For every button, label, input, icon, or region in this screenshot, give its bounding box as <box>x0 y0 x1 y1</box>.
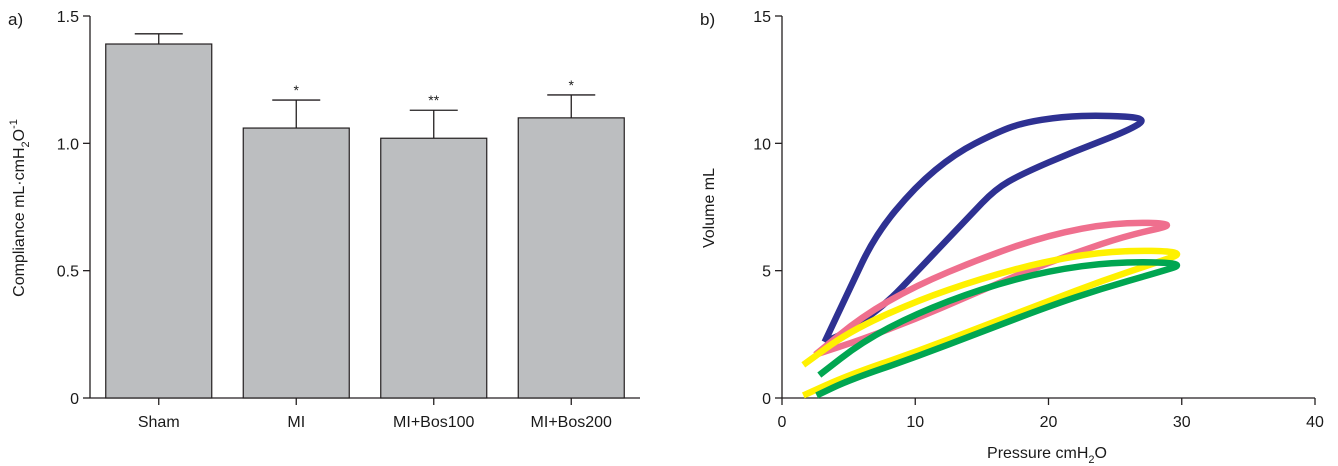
panel-a-label: a) <box>8 10 23 29</box>
panel-b-y-ticks: 0 5 10 15 <box>753 9 782 408</box>
y-tick-label: 0 <box>762 391 771 408</box>
bar <box>105 43 213 399</box>
series-loop-1 <box>821 112 1145 345</box>
significance-marker: * <box>569 77 575 93</box>
y-tick-label: 1.0 <box>57 136 79 153</box>
panel-b-y-axis-label: Volume mL <box>701 168 718 248</box>
series-loop-4 <box>815 259 1181 399</box>
xlabel-text-o: O <box>1095 445 1107 462</box>
panel-a-y-axis-label: Compliance mL·cmH2O-1 <box>8 119 32 297</box>
series-loop-3 <box>801 247 1181 399</box>
y-tick-label: 0.5 <box>57 264 79 281</box>
series-loop-2 <box>813 219 1171 358</box>
x-tick-label: 10 <box>906 414 924 431</box>
panel-b-line-chart: b) 0 5 10 15 0 10 20 30 40 Volume mL Pressure c… <box>700 9 1324 466</box>
panel-b-series <box>801 112 1181 399</box>
significance-marker: * <box>294 82 300 98</box>
y-tick-label: 1.5 <box>57 9 79 26</box>
x-tick-label: MI+Bos200 <box>531 414 612 431</box>
bar <box>242 127 350 399</box>
bar <box>517 117 625 399</box>
panel-b-label: b) <box>700 10 715 29</box>
panel-b-x-axis-label: Pressure cmH2O <box>987 445 1107 466</box>
ylabel-text: Compliance mL·cmH <box>11 147 28 296</box>
panel-a-bars: **** <box>105 33 625 399</box>
significance-marker: ** <box>428 92 439 108</box>
y-tick-label: 15 <box>753 9 771 26</box>
x-tick-label: Sham <box>138 414 180 431</box>
x-tick-label: MI <box>287 414 305 431</box>
x-tick-label: 20 <box>1040 414 1058 431</box>
panel-a-bar-chart: a) 00.51.01.5 **** Sham MI MI+Bos100 MI+Bos… <box>8 9 640 431</box>
x-tick-label: 0 <box>778 414 787 431</box>
y-tick-label: 5 <box>762 264 771 281</box>
ylabel-text-o: O <box>11 129 28 141</box>
x-tick-label: 40 <box>1306 414 1324 431</box>
panel-a-y-ticks: 0 0.5 1.0 1.5 <box>57 9 90 408</box>
panel-b-x-ticks: 0 10 20 30 40 <box>778 398 1324 431</box>
panel-a-x-ticks: Sham MI MI+Bos100 MI+Bos200 <box>138 398 612 431</box>
y-tick-label: 10 <box>753 136 771 153</box>
x-tick-label: MI+Bos100 <box>393 414 474 431</box>
xlabel-text: Pressure cmH <box>987 445 1088 462</box>
ylabel-superscript: -1 <box>8 119 20 129</box>
ylabel-subscript: 2 <box>20 141 32 147</box>
y-tick-label: 0 <box>70 391 79 408</box>
xlabel-subscript: 2 <box>1088 454 1094 466</box>
bar <box>380 137 488 399</box>
x-tick-label: 30 <box>1173 414 1191 431</box>
